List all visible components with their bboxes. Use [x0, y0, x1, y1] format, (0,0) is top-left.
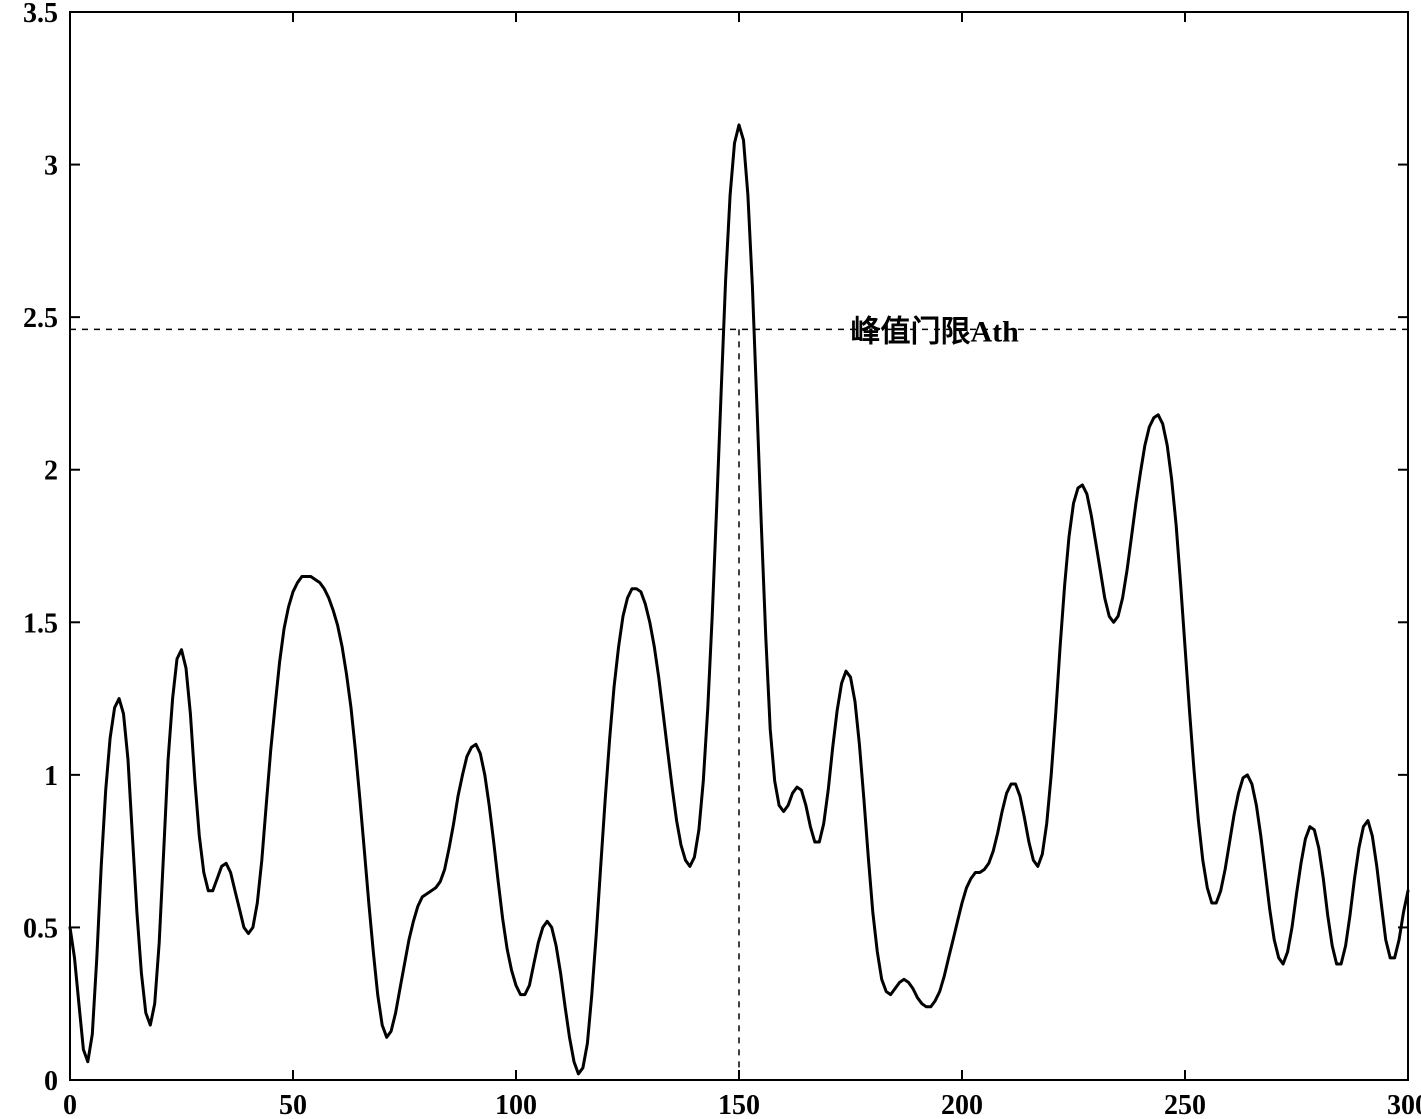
- y-tick-label: 0: [44, 1066, 58, 1097]
- y-tick-label: 1: [44, 761, 58, 792]
- y-tick-label: 3: [44, 151, 58, 182]
- y-tick-label: 3.5: [23, 0, 58, 29]
- x-tick-label: 300: [1387, 1090, 1421, 1119]
- line-chart: 0 50 100 150 200 250 300 0 0.5 1 1.5 2 2.5 3 3.5 峰值门限At…: [0, 0, 1421, 1119]
- x-tick-label: 150: [718, 1090, 760, 1119]
- x-tick-label: 100: [495, 1090, 537, 1119]
- x-tick-label: 200: [941, 1090, 983, 1119]
- y-tick-label: 0.5: [23, 913, 58, 944]
- x-tick-label: 0: [63, 1090, 77, 1119]
- y-tick-label: 2.5: [23, 303, 58, 334]
- threshold-label: 峰值门限Ath: [851, 315, 1020, 348]
- y-tick-label: 2: [44, 456, 58, 487]
- y-tick-label: 1.5: [23, 608, 58, 639]
- chart-container: 0 50 100 150 200 250 300 0 0.5 1 1.5 2 2.5 3 3.5 峰值门限At…: [0, 0, 1421, 1119]
- x-tick-label: 50: [279, 1090, 307, 1119]
- x-tick-label: 250: [1164, 1090, 1206, 1119]
